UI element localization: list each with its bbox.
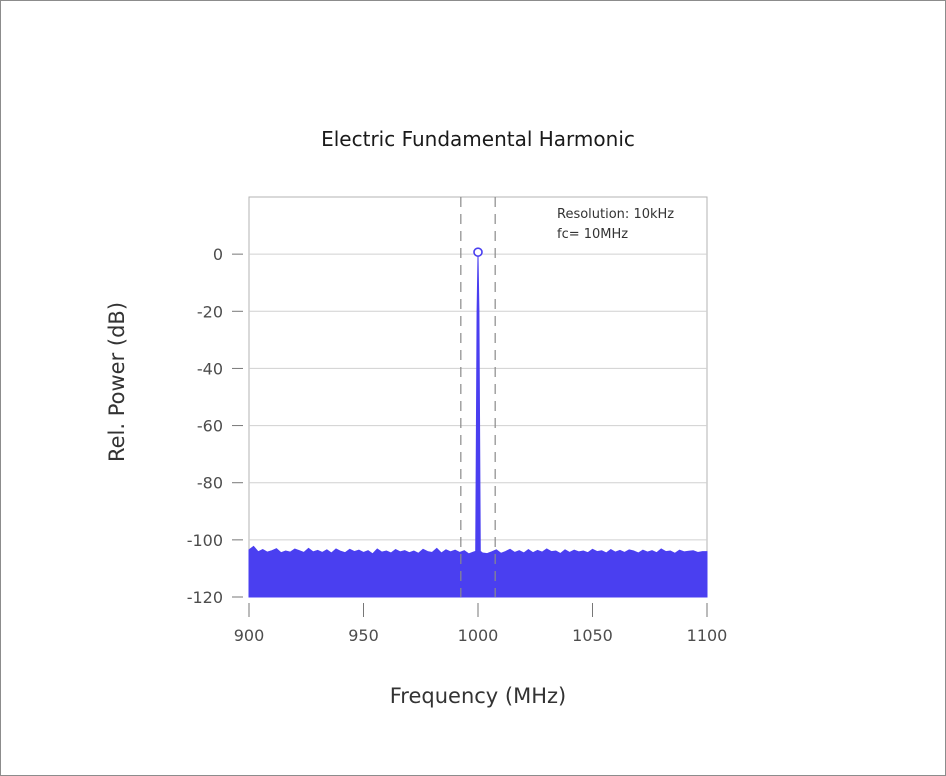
x-tick-label: 950 (348, 626, 379, 645)
spectrum-area (248, 254, 708, 598)
x-axis-label: Frequency (MHz) (390, 684, 566, 708)
x-tick-label: 1000 (458, 626, 499, 645)
x-tick-label: 1100 (687, 626, 728, 645)
y-tick-label: -40 (197, 359, 223, 378)
axes: 0 -20 -40 -60 -80 -100 -120 900 950 1000 1050 1100 (187, 245, 728, 645)
y-tick-label: -20 (197, 302, 223, 321)
y-tick-label: -120 (187, 588, 223, 607)
annotation-resolution: Resolution: 10kHz (557, 207, 674, 222)
chart-title: Electric Fundamental Harmonic (321, 127, 635, 151)
y-tick-label: -100 (187, 531, 223, 550)
y-axis-label: Rel. Power (dB) (105, 302, 129, 462)
x-tick-label: 1050 (572, 626, 613, 645)
series-layer (248, 247, 708, 598)
annotation-fc: fc= 10MHz (557, 227, 628, 242)
x-tick-label: 900 (234, 626, 265, 645)
peak-marker (473, 247, 483, 257)
y-tick-label: -80 (197, 474, 223, 493)
y-tick-label: -60 (197, 417, 223, 436)
y-tick-label: 0 (213, 245, 223, 264)
